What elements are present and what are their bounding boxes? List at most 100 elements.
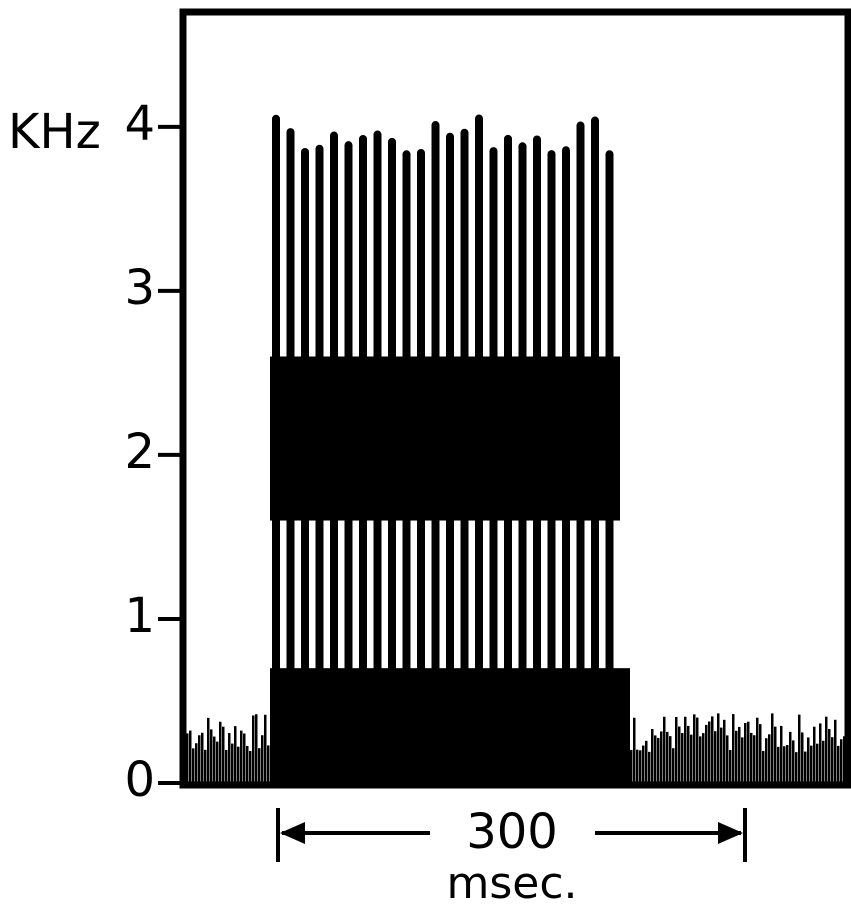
noise	[759, 724, 762, 783]
noise	[681, 733, 684, 783]
noise	[651, 728, 654, 783]
noise	[762, 750, 765, 783]
striation	[330, 131, 338, 784]
formant-band	[270, 356, 620, 521]
noise	[753, 735, 756, 783]
noise	[219, 721, 222, 783]
scale-bar-unit: msec.	[446, 858, 577, 909]
noise	[201, 732, 204, 783]
noise	[711, 716, 714, 783]
striation	[446, 132, 454, 783]
noise	[834, 719, 837, 783]
noise	[789, 731, 792, 783]
noise	[642, 745, 645, 783]
noise	[684, 716, 687, 783]
striation	[504, 134, 512, 783]
noise	[732, 714, 735, 783]
noise	[648, 751, 651, 783]
noise	[210, 729, 213, 783]
y-tick-label: 3	[124, 260, 155, 316]
noise	[744, 722, 747, 783]
noise	[687, 725, 690, 783]
noise	[738, 726, 741, 783]
y-tick-label: 1	[124, 588, 155, 644]
noise	[231, 743, 234, 783]
striation	[315, 144, 324, 783]
y-tick-label: 0	[124, 752, 155, 808]
noise	[780, 725, 783, 783]
noise	[768, 734, 771, 783]
y-tick-label: 2	[124, 424, 155, 480]
arrow-head	[280, 822, 305, 844]
striation	[460, 128, 469, 783]
y-axis-label: KHz	[8, 104, 101, 160]
noise	[249, 750, 252, 783]
noise	[765, 738, 768, 783]
noise	[192, 748, 195, 783]
noise	[639, 750, 642, 783]
noise	[714, 731, 717, 783]
noise	[810, 745, 813, 783]
noise	[819, 723, 822, 783]
striation	[388, 137, 396, 783]
noise	[807, 737, 810, 783]
noise	[798, 714, 801, 783]
noise	[240, 730, 243, 783]
noise	[777, 746, 780, 783]
noise	[264, 714, 267, 783]
striation	[518, 142, 527, 783]
noise	[690, 734, 693, 783]
noise	[258, 748, 261, 783]
noise	[663, 716, 666, 783]
striation	[272, 114, 280, 783]
noise	[699, 736, 702, 783]
striation	[591, 116, 599, 783]
striation	[576, 121, 585, 783]
noise	[840, 739, 843, 783]
noise	[705, 724, 708, 783]
noise	[726, 735, 729, 783]
noise	[633, 717, 636, 783]
noise	[213, 736, 216, 783]
noise	[693, 714, 696, 783]
noise	[771, 713, 774, 783]
noise	[678, 726, 681, 783]
striation	[417, 148, 425, 783]
noise	[657, 737, 660, 783]
striation	[605, 150, 614, 783]
noise	[669, 736, 672, 783]
striation	[547, 150, 556, 784]
noise	[729, 749, 732, 783]
noise	[717, 713, 720, 783]
noise	[801, 732, 804, 783]
noise	[804, 751, 807, 783]
noise	[786, 744, 789, 783]
noise	[831, 737, 834, 783]
striation	[475, 114, 483, 783]
noise	[234, 726, 237, 783]
noise	[783, 746, 786, 783]
spectrogram-plot	[186, 114, 846, 784]
striation	[301, 147, 309, 783]
noise	[216, 741, 219, 783]
noise	[195, 743, 198, 783]
noise	[198, 735, 201, 783]
noise	[636, 749, 639, 783]
noise	[645, 740, 648, 783]
noise	[792, 740, 795, 783]
noise	[654, 735, 657, 783]
noise	[774, 726, 777, 783]
striation	[431, 121, 440, 783]
noise	[237, 746, 240, 783]
noise	[261, 735, 264, 783]
noise	[252, 715, 255, 783]
noise	[696, 717, 699, 783]
noise	[741, 737, 744, 783]
scale-bar-value: 300	[466, 804, 558, 860]
noise	[186, 733, 189, 783]
noise	[255, 714, 258, 783]
noise	[708, 721, 711, 783]
noise	[822, 740, 825, 783]
